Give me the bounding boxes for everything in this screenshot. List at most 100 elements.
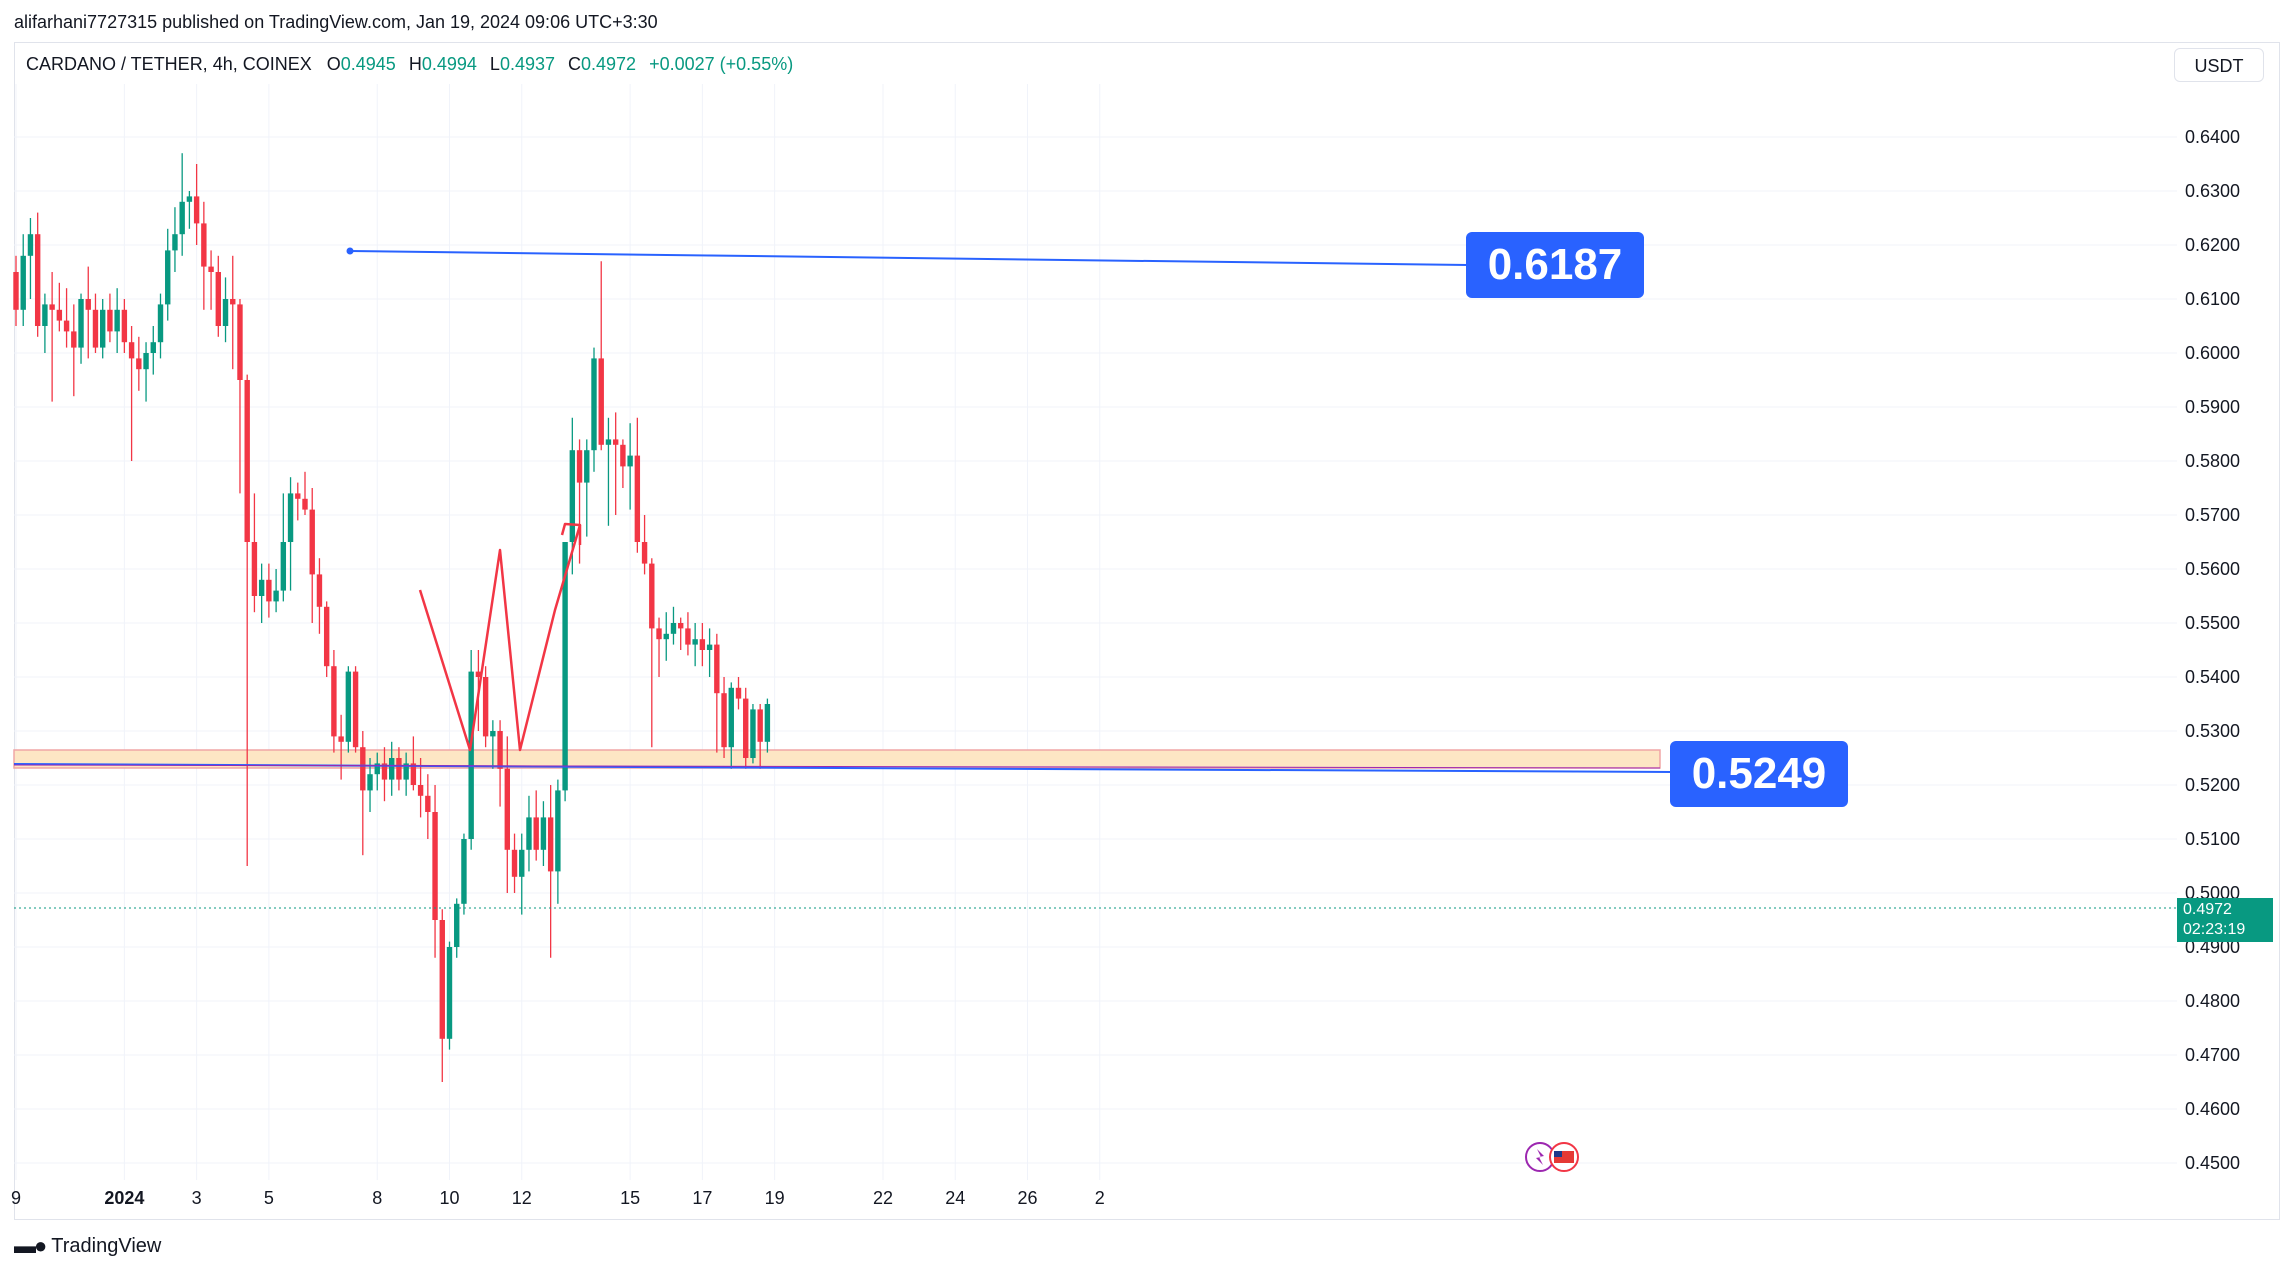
candle-body: [396, 758, 402, 780]
x-tick-label: 9: [11, 1188, 21, 1208]
candle-body: [42, 304, 48, 326]
y-tick-label: 0.6000: [2185, 343, 2240, 363]
candle-body: [352, 671, 359, 748]
currency-button[interactable]: USDT: [2174, 48, 2264, 82]
candle-body: [34, 234, 41, 326]
candle: [208, 250, 214, 310]
candle: [20, 234, 26, 326]
x-tick-label: 10: [439, 1188, 459, 1208]
high-value: 0.4994: [421, 54, 477, 74]
candle-body: [519, 849, 525, 877]
candle: [114, 288, 120, 353]
candle: [533, 790, 539, 861]
y-tick-label: 0.4500: [2185, 1153, 2240, 1173]
candle: [584, 439, 590, 537]
candle: [526, 795, 532, 872]
candle-body: [569, 450, 576, 542]
grid: [14, 84, 2177, 1180]
y-tick-label: 0.5200: [2185, 775, 2240, 795]
candle-body: [331, 666, 337, 737]
candle-body: [309, 509, 315, 575]
candle: [699, 623, 706, 667]
candle-body: [721, 693, 727, 748]
chart-frame: [14, 42, 2280, 1220]
candle-body: [13, 272, 19, 310]
candle: [136, 336, 142, 391]
candle-body: [454, 903, 460, 947]
candle-body: [63, 320, 70, 332]
candle: [649, 558, 655, 748]
candle-body: [591, 358, 597, 451]
tradingview-logo[interactable]: ▬● TradingView: [14, 1233, 161, 1259]
y-tick-label: 0.6400: [2185, 127, 2240, 147]
candle: [121, 299, 128, 353]
close-label: C: [568, 54, 582, 74]
candle: [425, 774, 431, 839]
x-tick-label: 2024: [104, 1188, 144, 1208]
candle-body: [526, 817, 532, 850]
x-tick-label: 5: [264, 1188, 274, 1208]
candle: [331, 650, 337, 753]
candle: [309, 488, 315, 623]
candle-body: [670, 623, 677, 634]
y-tick-label: 0.4900: [2185, 937, 2240, 957]
symbol-name: CARDANO / TETHER, 4h, COINEX: [26, 54, 312, 74]
candle: [432, 785, 438, 958]
candle-body: [576, 450, 583, 483]
y-tick-label: 0.6300: [2185, 181, 2240, 201]
candle-body: [78, 299, 84, 348]
candle: [750, 704, 756, 764]
candle-body: [323, 606, 330, 667]
candle-body: [71, 331, 77, 348]
candle: [128, 326, 135, 461]
candle-body: [208, 266, 214, 272]
candle: [34, 212, 41, 337]
candle: [396, 747, 402, 791]
candle-body: [244, 380, 250, 542]
candle: [150, 326, 156, 375]
candle: [656, 617, 662, 677]
candle: [258, 563, 265, 623]
candle: [251, 493, 258, 613]
candle: [186, 191, 193, 229]
upper-price-callout[interactable]: 0.6187: [1466, 232, 1644, 298]
candle-body: [360, 747, 366, 791]
candle: [439, 909, 445, 1082]
candle: [107, 293, 113, 343]
open-value: 0.4945: [340, 54, 396, 74]
candle-body: [230, 299, 236, 305]
lower-price-callout[interactable]: 0.5249: [1670, 741, 1848, 807]
low-label: L: [489, 54, 500, 74]
w-pattern-arrowhead: [560, 522, 582, 545]
candle: [302, 471, 308, 515]
y-tick-label: 0.4700: [2185, 1045, 2240, 1065]
candle: [389, 741, 395, 796]
candle: [562, 542, 568, 802]
candle: [461, 833, 467, 915]
candle-body: [49, 304, 55, 310]
candle: [49, 272, 55, 402]
candle: [598, 261, 604, 451]
resistance-trend-line: [349, 250, 1469, 266]
candle-body: [649, 563, 655, 629]
candle: [71, 304, 77, 397]
symbol-legend[interactable]: CARDANO / TETHER, 4h, COINEX O0.4945 H0.…: [26, 54, 801, 75]
candle-body: [605, 439, 612, 445]
candle-body: [172, 234, 178, 251]
candle: [706, 628, 713, 677]
candle-body: [750, 709, 756, 758]
candle-body: [374, 763, 380, 775]
candle-body: [439, 920, 445, 1039]
candle: [670, 606, 677, 645]
candle-body: [641, 542, 648, 564]
candle-body: [201, 223, 207, 267]
candle: [42, 293, 48, 353]
candle-body: [27, 234, 34, 256]
candle-body: [533, 817, 539, 850]
candles: [13, 153, 771, 1082]
x-tick-label: 2: [1095, 1188, 1105, 1208]
candle: [743, 687, 749, 769]
candle-body: [193, 196, 200, 224]
candle: [612, 412, 619, 515]
